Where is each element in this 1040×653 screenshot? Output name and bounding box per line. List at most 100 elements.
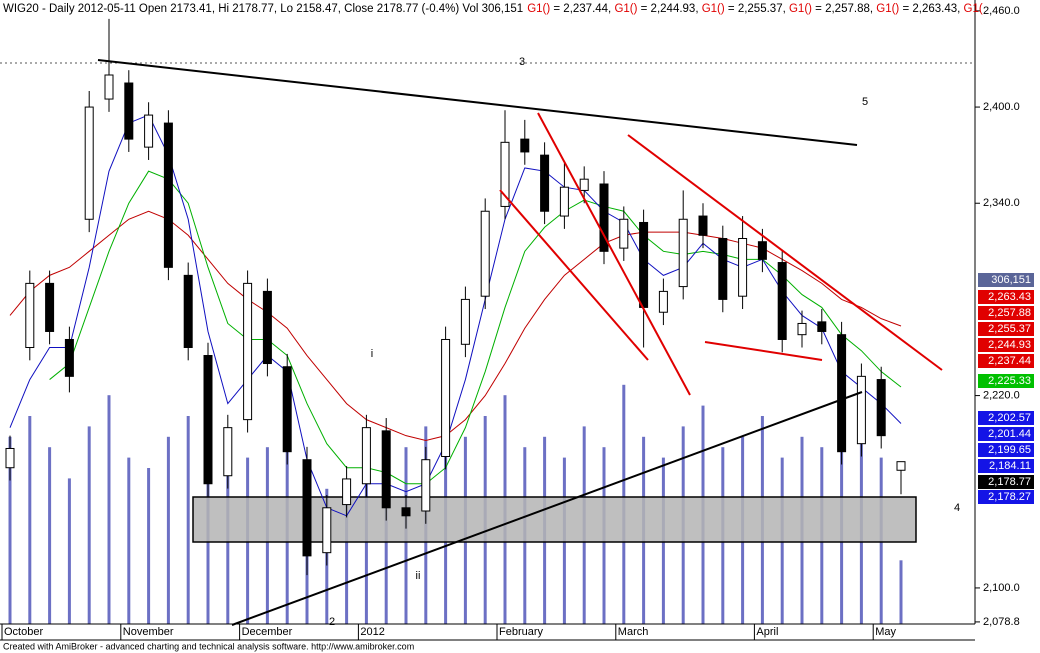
annotation: 2	[329, 616, 335, 628]
value-labels: 306,151 2,263.43 2,257.88 2,255.37 2,244.93 2…	[978, 273, 1034, 504]
trendline	[97, 59, 858, 146]
support-zone	[192, 496, 917, 543]
candle-body	[540, 154, 550, 212]
value-label-box	[978, 443, 1034, 457]
candle-body	[738, 237, 748, 297]
candle-body	[837, 334, 847, 453]
candle-body	[678, 218, 688, 288]
value-label: 2,244.93	[988, 339, 1031, 351]
candle-body	[856, 375, 866, 445]
candle-body	[104, 74, 114, 100]
candle-body	[282, 366, 292, 453]
candle-body	[500, 141, 510, 207]
value-label: 2,257.88	[988, 307, 1031, 319]
volume-bar	[107, 395, 111, 624]
candle-body	[361, 427, 371, 485]
indicator-value: = 2,263.43,	[899, 3, 963, 15]
moving-average	[9, 114, 902, 517]
indicator-name: G1(	[964, 3, 983, 15]
volume-bar	[166, 436, 170, 624]
value-label-box	[978, 354, 1034, 368]
x-tick-label: December	[242, 626, 293, 638]
candle-body	[124, 82, 134, 140]
value-label: 2,237.44	[988, 355, 1031, 367]
value-label: 2,263.43	[988, 291, 1031, 303]
volume-bar	[67, 478, 71, 624]
candle-body	[718, 237, 728, 300]
candle-body	[5, 447, 15, 469]
y-tick-label: 2,078.8	[983, 616, 1020, 628]
volume-bar	[899, 560, 903, 624]
candle-body	[401, 507, 411, 517]
value-label: 2,178.77	[988, 476, 1031, 488]
x-tick-label: October	[4, 626, 43, 638]
candle-body	[797, 322, 807, 336]
candle-body	[25, 282, 35, 348]
volume-bar	[48, 447, 52, 624]
annotation: 3	[519, 56, 525, 68]
candle-body	[639, 221, 649, 308]
candle-body	[559, 186, 569, 217]
title: WIG20 - Daily 2012-05-11 Open 2173.41, H…	[3, 3, 523, 15]
annotation: i	[371, 348, 373, 360]
volume-bar	[28, 416, 32, 624]
value-label-box	[978, 322, 1034, 336]
candle-body	[144, 114, 154, 148]
value-label-box	[978, 306, 1034, 320]
value-label: 2,178.27	[988, 491, 1031, 503]
candle-body	[163, 122, 173, 268]
moving-average	[9, 210, 902, 441]
chart-header: WIG20 - Daily 2012-05-11 Open 2173.41, H…	[3, 3, 983, 15]
trendline	[499, 189, 649, 361]
candle-body	[322, 507, 332, 554]
candle-body	[302, 459, 312, 557]
trendline	[537, 112, 691, 396]
y-tick-label: 2,220.0	[983, 389, 1020, 401]
indicator-name: G1()	[702, 3, 725, 15]
value-label-box	[978, 490, 1034, 504]
value-label: 2,184.11	[989, 460, 1031, 472]
candle-body	[817, 321, 827, 332]
value-label-box	[978, 411, 1034, 425]
axes: October November December 2012 February March…	[1, 5, 1020, 640]
trendline	[231, 391, 863, 626]
x-tick-label: February	[499, 626, 544, 638]
candle-body	[84, 106, 94, 220]
value-label-box	[978, 273, 1034, 287]
annotation: 4	[954, 502, 960, 514]
value-label-box	[978, 338, 1034, 352]
candle-body	[757, 241, 767, 260]
trendlines	[97, 59, 943, 626]
value-label: 2,255.37	[988, 323, 1031, 335]
indicator-name: G1()	[527, 3, 550, 15]
volume-bar	[127, 457, 131, 624]
candle-body	[64, 338, 74, 377]
x-tick-label: March	[618, 626, 649, 638]
value-label: 2,199.65	[988, 444, 1031, 456]
candle-body	[223, 427, 233, 477]
indicator-value: = 2,237.44,	[550, 3, 614, 15]
candle-body	[460, 298, 470, 345]
footer: Created with AmiBroker - advanced charti…	[3, 641, 414, 651]
candle-body	[480, 210, 490, 297]
candle-body	[520, 138, 530, 153]
value-label-box	[978, 475, 1034, 489]
trendline	[704, 341, 823, 361]
annotation: 5	[862, 96, 868, 108]
x-tick-label: 2012	[360, 626, 384, 638]
candles	[5, 18, 906, 576]
indicator-value: = 2,244.93,	[637, 3, 701, 15]
value-label-box	[978, 290, 1034, 304]
candle-body	[599, 183, 609, 252]
candle-body	[45, 282, 55, 332]
volume-bar	[147, 468, 151, 624]
y-tick-label: 2,100.0	[983, 582, 1020, 594]
candle-body	[381, 430, 391, 509]
trendline	[627, 134, 943, 371]
candle-body	[243, 282, 253, 421]
y-tick-label: 2,340.0	[983, 197, 1020, 209]
value-label: 306,151	[991, 274, 1031, 286]
